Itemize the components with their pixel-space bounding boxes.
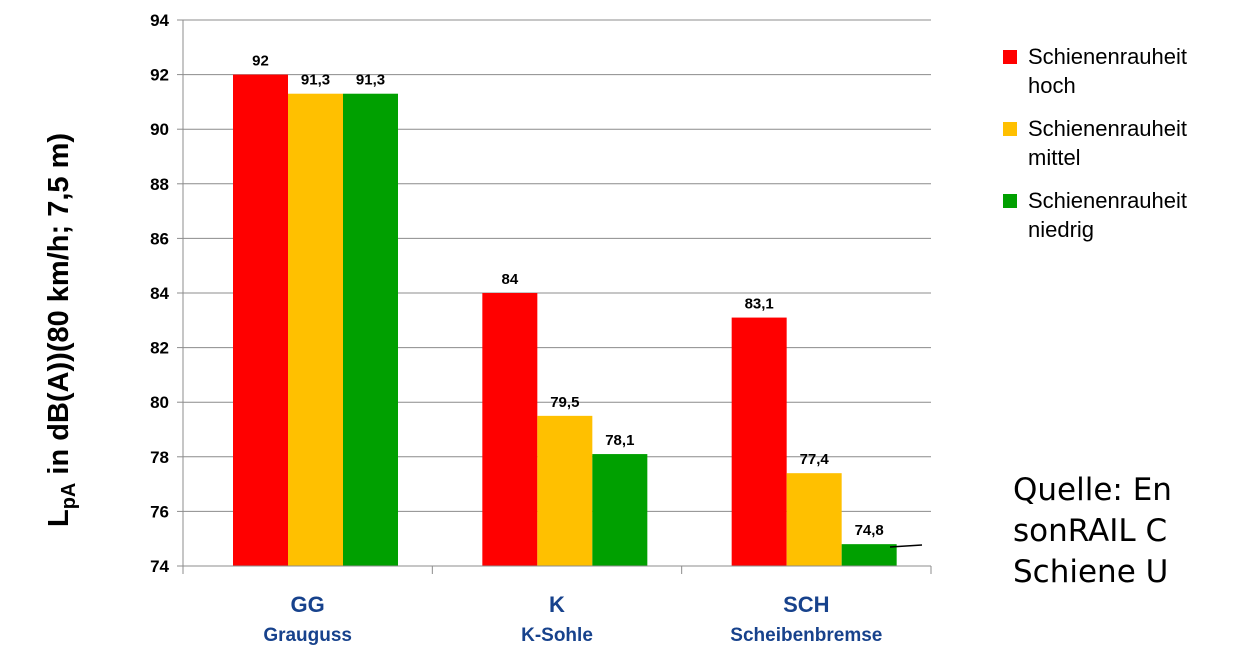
legend-item-mittel: Schienenrauheit mittel xyxy=(1003,114,1258,172)
x-category-name-gg: Grauguss xyxy=(263,625,352,646)
source-note: Quelle: En sonRAIL C Schiene U xyxy=(1013,470,1172,593)
y-axis-label-rest: in dB(A))(80 km/h; 7,5 m) xyxy=(43,133,75,483)
data-label-gg-3: 91,3 xyxy=(356,72,385,89)
y-tick-label-80: 80 xyxy=(150,393,169,412)
bar-sch-2 xyxy=(786,473,842,566)
legend-swatch-niedrig xyxy=(1003,194,1017,208)
data-labels: 92 91,3 91,3 84 79,5 78,1 83,1 77,4 74,8 xyxy=(252,53,923,548)
y-tick-label-76: 76 xyxy=(150,502,169,521)
legend-label-niedrig-line1: Schienenrauheit xyxy=(1028,188,1188,213)
legend-label-mittel-line1: Schienenrauheit xyxy=(1028,116,1188,141)
y-tick-label-82: 82 xyxy=(150,339,169,358)
legend-swatch-mittel xyxy=(1003,122,1017,136)
y-axis-label-subscript: pA xyxy=(58,483,80,510)
source-note-line-2: sonRAIL C xyxy=(1013,513,1168,549)
data-label-k-1: 84 xyxy=(501,271,518,288)
legend-swatch-hoch xyxy=(1003,50,1017,64)
legend: Schienenrauheit hoch Schienenrauheit mit… xyxy=(1003,42,1258,258)
bar-sch-3 xyxy=(841,544,897,566)
data-label-gg-1: 92 xyxy=(252,53,269,70)
trend-stroke xyxy=(889,544,923,548)
legend-item-hoch: Schienenrauheit hoch xyxy=(1003,42,1258,100)
data-label-k-3: 78,1 xyxy=(605,432,634,449)
axes: 74 76 78 80 82 84 86 88 90 92 94 GG Grauguss K K-Sohle… xyxy=(150,11,932,646)
bar-k-3 xyxy=(592,454,648,566)
bar-sch-1 xyxy=(731,317,787,566)
source-note-line-1: Quelle: En xyxy=(1013,472,1172,508)
legend-label-niedrig-line2: niedrig xyxy=(1028,217,1095,242)
data-label-k-2: 79,5 xyxy=(550,394,579,411)
data-label-sch-1: 83,1 xyxy=(745,296,774,313)
y-tick-label-78: 78 xyxy=(150,448,169,467)
legend-label-mittel-line2: mittel xyxy=(1028,145,1081,170)
x-category-code-gg: GG xyxy=(291,592,325,617)
legend-label-hoch-line1: Schienenrauheit xyxy=(1028,44,1188,69)
bar-gg-1 xyxy=(233,74,288,566)
legend-item-niedrig: Schienenrauheit niedrig xyxy=(1003,186,1258,244)
y-tick-label-84: 84 xyxy=(150,284,169,303)
x-category-code-sch: SCH xyxy=(783,592,829,617)
y-axis-label: LpA in dB(A))(80 km/h; 7,5 m) xyxy=(43,133,80,527)
data-label-sch-2: 77,4 xyxy=(800,451,830,468)
data-label-sch-3: 74,8 xyxy=(855,522,884,539)
y-axis-label-main: L xyxy=(43,509,75,527)
y-tick-label-74: 74 xyxy=(150,557,169,576)
y-tick-label-88: 88 xyxy=(150,175,169,194)
bars xyxy=(233,74,897,567)
bar-gg-3 xyxy=(343,93,398,567)
x-category-name-k: K-Sohle xyxy=(521,625,593,646)
bar-k-2 xyxy=(537,415,593,566)
y-tick-label-92: 92 xyxy=(150,66,169,85)
y-tick-label-94: 94 xyxy=(150,11,169,30)
legend-label-hoch-line2: hoch xyxy=(1028,73,1076,98)
data-label-gg-2: 91,3 xyxy=(301,72,330,89)
x-category-name-sch: Scheibenbremse xyxy=(730,625,882,646)
bar-gg-2 xyxy=(288,93,343,567)
y-tick-label-86: 86 xyxy=(150,229,169,248)
y-tick-label-90: 90 xyxy=(150,120,169,139)
source-note-line-3: Schiene U xyxy=(1013,554,1169,590)
bar-k-1 xyxy=(482,293,538,566)
x-category-code-k: K xyxy=(549,592,565,617)
